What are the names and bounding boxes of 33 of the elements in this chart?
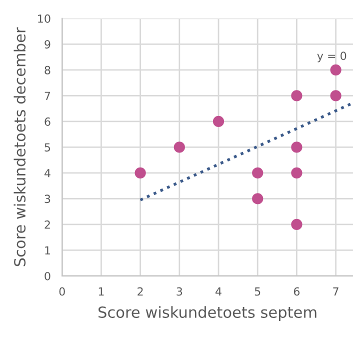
x-tick-label: 2 (138, 287, 143, 296)
y-tick-label: 4 (44, 169, 50, 178)
y-tick-label: 0 (44, 272, 50, 280)
point (212, 116, 224, 128)
x-tick-label: 3 (176, 287, 182, 296)
x-tick-label: 7 (333, 287, 338, 296)
point (291, 142, 302, 153)
y-tick-label: 9 (44, 40, 50, 49)
x-tick-label: 6 (294, 287, 300, 296)
x-tick-label: 0 (59, 287, 65, 296)
point (330, 64, 342, 76)
point (252, 167, 264, 179)
y-tick-label: 7 (44, 92, 50, 100)
point (252, 193, 264, 204)
point (174, 142, 185, 153)
y-tick-label: 1 (45, 246, 50, 254)
y-axis-title: Score wiskundetoets december (14, 27, 26, 266)
x-tick-label: 5 (254, 287, 260, 296)
y-tick-label: 5 (44, 143, 50, 152)
x-tick-label: 1 (98, 287, 104, 296)
point (330, 90, 342, 102)
annotation: y = 0 (317, 52, 346, 62)
y-tick-label: 6 (44, 117, 50, 126)
point (291, 167, 302, 179)
y-tick-label: 2 (44, 220, 50, 229)
point (291, 90, 302, 102)
y-tick-label: 3 (44, 194, 50, 204)
point (291, 218, 302, 230)
y-tick-label: 8 (44, 66, 50, 74)
y-tick-label: 10 (38, 14, 50, 23)
x-axis-title: Score wiskundetoets septem (98, 306, 316, 321)
point (134, 167, 146, 179)
x-tick-label: 4 (216, 287, 222, 296)
